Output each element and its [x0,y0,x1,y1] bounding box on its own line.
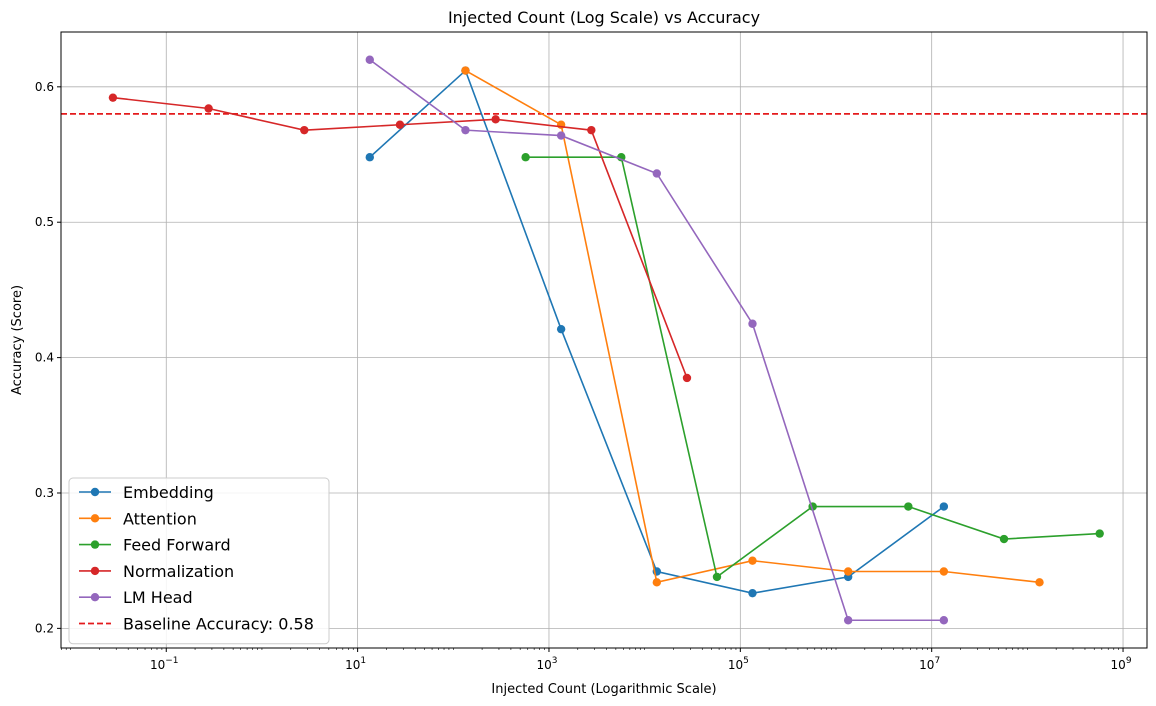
y-tick-label: 0.2 [35,621,54,635]
data-point [939,567,949,576]
data-point [843,567,853,576]
data-point [395,120,405,129]
data-point [556,324,566,334]
data-point [999,534,1009,544]
x-tick-label: 103 [536,656,557,672]
x-axis-label: Injected Count (Logarithmic Scale) [491,682,716,697]
legend-swatch-marker [90,487,100,497]
series-line [369,59,944,622]
data-point [652,578,662,587]
data-point [1095,529,1104,538]
chart-title: Injected Count (Log Scale) vs Accuracy [448,8,760,27]
data-point [461,125,470,135]
x-tick-label: 101 [345,656,366,672]
data-point [556,131,566,140]
series-line [369,69,945,594]
legend-label: Attention [123,509,197,528]
data-point [204,104,213,113]
data-point [748,319,757,328]
series-embedding [365,66,949,598]
data-point [491,115,500,124]
legend-swatch-marker [90,593,100,602]
x-tick-label: 109 [1111,656,1132,672]
data-point [748,588,757,598]
series-normalization [108,93,692,383]
data-point [682,373,692,383]
legend-label-baseline: Baseline Accuracy: 0.58 [123,615,314,634]
data-point [521,153,530,162]
legend-swatch-marker [90,514,100,523]
legend-label: Feed Forward [123,536,231,555]
data-point [939,616,949,625]
data-point [939,502,949,511]
x-tick-label: 107 [919,656,940,672]
data-point [365,153,374,162]
ticks: 10−1 101 103 105 107 109 0.2 0.3 0.4 0.5 0.6 [35,80,1132,672]
plot-frame [60,31,1148,649]
x-tick-label: 105 [728,656,749,672]
series-line [112,96,688,379]
data-point [843,616,853,625]
legend-label: LM Head [123,588,193,607]
data-point [365,55,374,64]
data-point [1035,578,1044,587]
y-tick-label: 0.4 [35,351,54,365]
series-lm-head [365,55,949,625]
legend-label: Embedding [123,483,214,502]
y-tick-label: 0.3 [35,486,54,500]
legend: Embedding Attention Feed Forward Normalizat… [68,477,330,645]
legend-swatch-marker [90,566,100,576]
legend-label: Normalization [123,562,234,581]
y-axis-label: Accuracy (Score) [10,285,25,395]
series-layer [108,55,1104,625]
legend-box [68,477,330,645]
series-feed-forward [521,153,1104,582]
legend-swatch-marker [90,540,100,549]
data-point [712,572,722,582]
x-tick-label: 10−1 [150,656,179,672]
data-point [461,66,470,75]
data-point [652,169,662,178]
y-tick-label: 0.5 [35,215,54,229]
data-point [108,93,118,102]
data-point [748,556,757,565]
data-point [904,502,913,511]
data-point [587,125,596,135]
data-point [300,125,309,135]
y-tick-label: 0.6 [35,80,54,94]
